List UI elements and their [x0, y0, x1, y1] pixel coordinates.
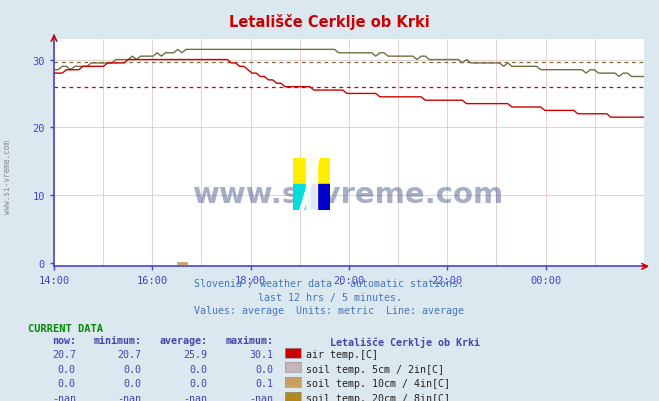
Text: 30.1: 30.1	[250, 349, 273, 359]
Text: www.si-vreme.com: www.si-vreme.com	[193, 180, 505, 208]
Text: now:: now:	[52, 336, 76, 346]
Text: -nan: -nan	[250, 393, 273, 401]
Text: 0.0: 0.0	[190, 379, 208, 389]
Text: 0.0: 0.0	[190, 364, 208, 374]
Text: 20.7: 20.7	[52, 349, 76, 359]
Text: www.si-vreme.com: www.si-vreme.com	[3, 140, 13, 213]
Text: 20.7: 20.7	[118, 349, 142, 359]
Text: 0.0: 0.0	[124, 364, 142, 374]
Polygon shape	[300, 158, 320, 211]
Text: 0.0: 0.0	[58, 364, 76, 374]
Text: -nan: -nan	[184, 393, 208, 401]
Text: 0.0: 0.0	[124, 379, 142, 389]
Text: soil temp. 10cm / 4in[C]: soil temp. 10cm / 4in[C]	[306, 379, 451, 389]
Text: Letališče Cerklje ob Krki: Letališče Cerklje ob Krki	[330, 336, 480, 346]
Text: Slovenia / weather data - automatic stations.: Slovenia / weather data - automatic stat…	[194, 279, 465, 289]
Polygon shape	[312, 184, 330, 211]
Text: soil temp. 20cm / 8in[C]: soil temp. 20cm / 8in[C]	[306, 393, 451, 401]
Polygon shape	[293, 184, 312, 211]
Text: 0.0: 0.0	[58, 379, 76, 389]
Text: Letališče Cerklje ob Krki: Letališče Cerklje ob Krki	[229, 14, 430, 30]
Text: soil temp. 5cm / 2in[C]: soil temp. 5cm / 2in[C]	[306, 364, 444, 374]
Text: 0.0: 0.0	[256, 364, 273, 374]
Text: average:: average:	[159, 336, 208, 346]
Polygon shape	[306, 158, 317, 211]
Text: Values: average  Units: metric  Line: average: Values: average Units: metric Line: aver…	[194, 305, 465, 315]
Text: -nan: -nan	[52, 393, 76, 401]
Text: minimum:: minimum:	[94, 336, 142, 346]
Polygon shape	[293, 158, 330, 184]
Text: 0.1: 0.1	[256, 379, 273, 389]
Text: CURRENT DATA: CURRENT DATA	[28, 323, 103, 333]
Text: last 12 hrs / 5 minutes.: last 12 hrs / 5 minutes.	[258, 292, 401, 302]
Polygon shape	[293, 158, 312, 184]
Text: air temp.[C]: air temp.[C]	[306, 349, 378, 359]
Text: maximum:: maximum:	[225, 336, 273, 346]
Text: 25.9: 25.9	[184, 349, 208, 359]
Text: -nan: -nan	[118, 393, 142, 401]
